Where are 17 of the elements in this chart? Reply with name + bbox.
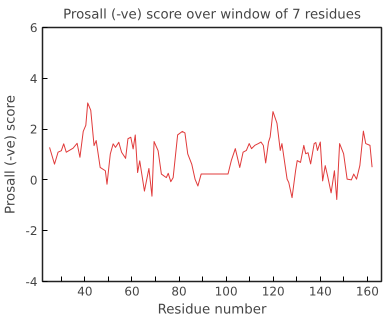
y-tick-label: 6 xyxy=(30,21,38,35)
y-tick-label: -4 xyxy=(26,275,38,289)
x-tick-label: 40 xyxy=(77,284,93,298)
x-tick-label: 60 xyxy=(124,284,140,298)
x-tick-label: 160 xyxy=(356,284,379,298)
x-axis-title: Residue number xyxy=(158,302,267,318)
y-tick-label: -2 xyxy=(26,224,38,238)
y-tick-label: 4 xyxy=(30,72,38,86)
x-tick-label: 80 xyxy=(171,284,187,298)
x-tick-label: 100 xyxy=(214,284,238,298)
x-tick-label: 120 xyxy=(262,284,285,298)
x-tick-label: 140 xyxy=(308,284,332,298)
y-tick-label: 0 xyxy=(30,173,38,188)
y-axis-title: Prosall (-ve) score xyxy=(4,95,19,214)
chart-title: Prosall (-ve) score over window of 7 residues xyxy=(63,8,361,22)
line-series xyxy=(49,102,373,200)
y-tick-label: 2 xyxy=(30,122,38,137)
